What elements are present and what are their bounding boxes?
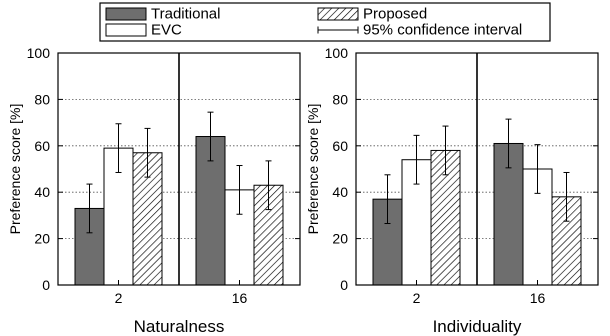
chart-naturalness: 0 20 40 60 80 100 2 16 Naturalness Preference sco… bbox=[7, 45, 301, 336]
x-tick-label: 16 bbox=[232, 290, 248, 306]
legend-swatch-traditional bbox=[105, 7, 147, 21]
y-tick-label: 20 bbox=[332, 231, 348, 247]
y-tick-label: 0 bbox=[42, 277, 50, 293]
plot-frame bbox=[355, 52, 599, 286]
y-tick-label: 60 bbox=[34, 138, 50, 154]
chart-individuality: 0 20 40 60 80 100 2 16 Individuality Preference s… bbox=[305, 45, 599, 336]
y-tick-label: 20 bbox=[34, 231, 50, 247]
y-tick-label: 100 bbox=[27, 45, 51, 61]
x-tick-label: 2 bbox=[413, 290, 421, 306]
x-axis-label: Individuality bbox=[433, 317, 522, 336]
legend-label-traditional: Traditional bbox=[151, 6, 220, 23]
y-tick-label: 40 bbox=[34, 184, 50, 200]
legend-label-ci: 95% confidence interval bbox=[363, 22, 522, 39]
legend-swatch-evc bbox=[105, 23, 147, 37]
legend-swatch-proposed bbox=[317, 7, 359, 21]
y-axis-label: Preference score [%] bbox=[305, 104, 321, 235]
legend: Traditional Proposed EVC 95% confidence … bbox=[99, 2, 551, 42]
y-tick-label: 60 bbox=[332, 138, 348, 154]
y-tick-label: 0 bbox=[340, 277, 348, 293]
y-tick-label: 100 bbox=[325, 45, 349, 61]
legend-swatch-ci bbox=[317, 26, 359, 34]
x-tick-label: 16 bbox=[530, 290, 546, 306]
x-tick-label: 2 bbox=[115, 290, 123, 306]
y-tick-label: 80 bbox=[34, 91, 50, 107]
y-tick-label: 40 bbox=[332, 184, 348, 200]
y-tick-label: 80 bbox=[332, 91, 348, 107]
y-axis-label: Preference score [%] bbox=[7, 104, 23, 235]
x-axis-label: Naturalness bbox=[134, 317, 225, 336]
legend-label-proposed: Proposed bbox=[363, 6, 427, 23]
legend-label-evc: EVC bbox=[151, 22, 182, 39]
plot-frame bbox=[57, 52, 301, 286]
